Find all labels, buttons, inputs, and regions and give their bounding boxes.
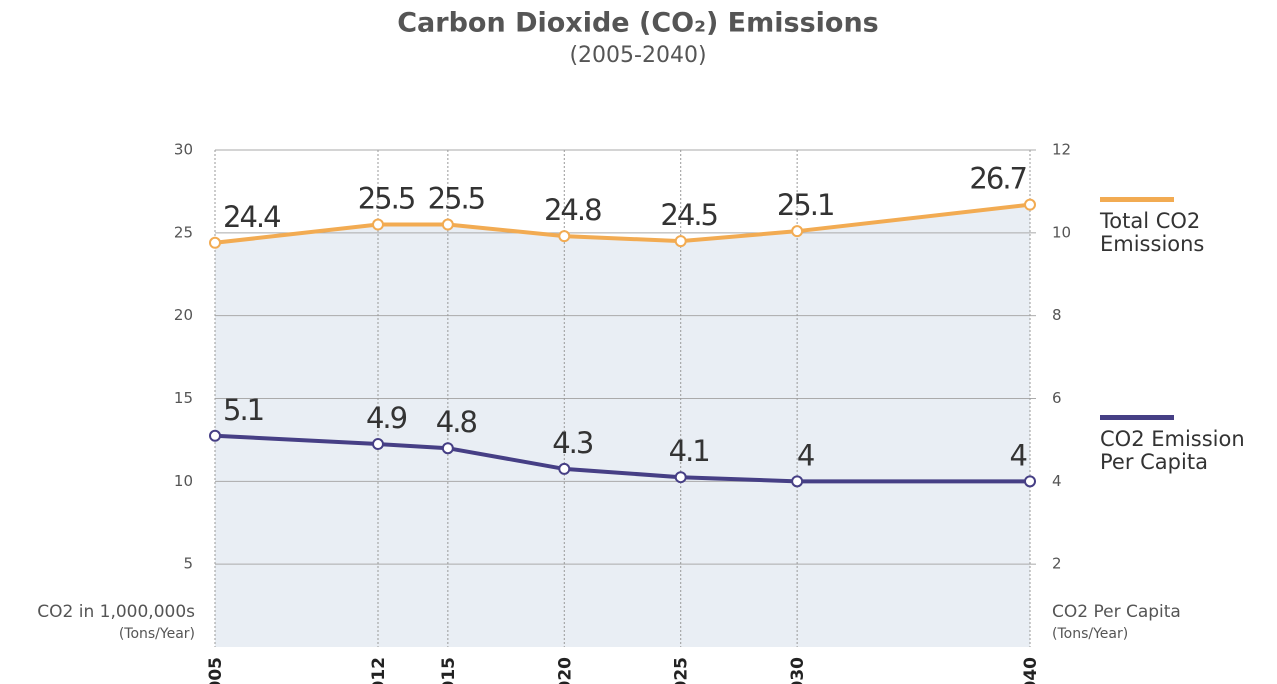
legend-swatch	[1100, 415, 1174, 420]
y-tick-label: 10	[174, 472, 193, 490]
y2-tick-label: 6	[1052, 389, 1062, 407]
x-tick-label: 2025	[672, 657, 692, 684]
data-label: 24.8	[544, 193, 601, 227]
legend-item: CO2 Emission Per Capita	[1100, 415, 1270, 474]
y2-tick-label: 12	[1052, 141, 1071, 159]
x-tick-label: 2030	[788, 657, 808, 684]
data-label: 24.4	[223, 200, 280, 234]
y-axis-label: CO2 in 1,000,000s	[37, 602, 195, 622]
legend-label: Total CO2 Emissions	[1100, 209, 1205, 256]
areas	[215, 204, 1030, 648]
grid	[214, 149, 1036, 647]
data-point	[791, 475, 804, 488]
data-point	[674, 471, 687, 484]
x-tick-label: 2020	[555, 657, 575, 684]
data-label: 4.1	[669, 434, 709, 468]
chart-title: Carbon Dioxide (CO₂) Emissions	[397, 8, 879, 39]
data-label: 5.1	[223, 393, 263, 427]
data-point	[209, 236, 221, 249]
y2-axis-label: CO2 Per Capita	[1052, 602, 1181, 622]
chart-subtitle: (2005-2040)	[569, 43, 706, 68]
y-tick-label: 15	[174, 389, 193, 407]
data-point	[1024, 198, 1036, 211]
data-point	[372, 218, 384, 231]
legend-swatch	[1100, 197, 1174, 202]
data-point	[441, 218, 454, 231]
data-point	[791, 225, 804, 238]
y-tick-label: 5	[183, 555, 193, 573]
x-tick-label: 2005	[206, 657, 226, 684]
data-label: 4	[797, 438, 814, 472]
y2-axis-label-sub: (Tons/Year)	[1052, 626, 1128, 642]
data-label: 4.9	[366, 401, 407, 435]
data-label: 4.8	[436, 405, 477, 439]
data-point	[209, 429, 221, 442]
y2-tick-label: 2	[1052, 555, 1062, 573]
x-tick-label: 2015	[439, 657, 459, 684]
data-label: 4	[1010, 438, 1027, 472]
area-fill	[215, 204, 1030, 648]
x-tick-label: 2040	[1021, 657, 1041, 684]
y-axis-label-sub: (Tons/Year)	[119, 626, 195, 642]
data-label: 4.3	[552, 426, 593, 460]
data-label: 26.7	[969, 162, 1026, 196]
data-point	[441, 442, 454, 455]
data-label: 25.5	[428, 182, 485, 216]
x-tick-label: 2012	[369, 657, 389, 684]
y-tick-label: 30	[174, 141, 193, 159]
y2-tick-label: 4	[1052, 472, 1062, 490]
data-point	[372, 438, 384, 451]
data-label: 24.5	[660, 198, 717, 232]
y2-tick-label: 8	[1052, 306, 1062, 324]
y-tick-label: 25	[174, 223, 193, 241]
data-point	[1024, 475, 1036, 488]
data-label: 25.1	[777, 188, 834, 222]
data-point	[558, 462, 571, 475]
y-tick-label: 20	[174, 306, 193, 324]
data-point	[674, 235, 687, 248]
legend-item: Total CO2 Emissions	[1100, 197, 1270, 256]
data-label: 25.5	[358, 182, 415, 216]
y2-tick-label: 10	[1052, 223, 1071, 241]
legend-label: CO2 Emission Per Capita	[1100, 427, 1245, 474]
data-point	[558, 230, 571, 243]
